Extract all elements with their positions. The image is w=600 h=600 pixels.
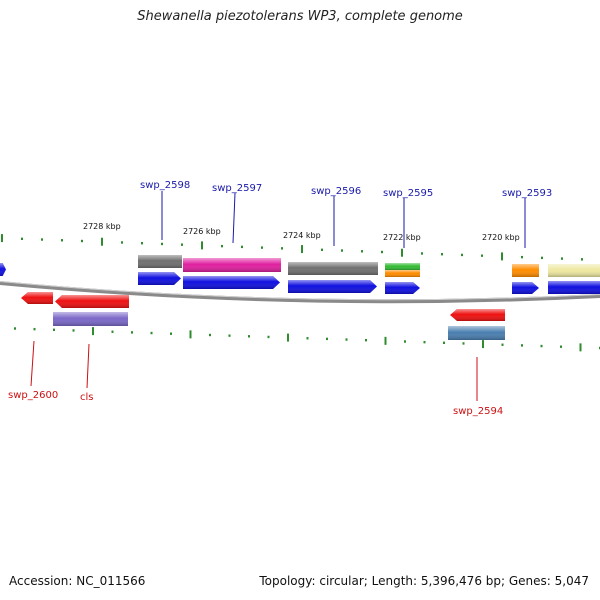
scale-ticks-reverse	[14, 327, 600, 352]
swp-2595-cds[interactable]	[385, 282, 420, 294]
gene-label-swp-2594[interactable]: swp_2594	[453, 406, 503, 417]
gene-label-swp-2596[interactable]: swp_2596	[311, 186, 361, 197]
scale-label-2722: 2722 kbp	[383, 233, 421, 242]
scale-label-2726: 2726 kbp	[183, 227, 221, 236]
gene-label-swp-2593[interactable]: swp_2593	[502, 188, 552, 199]
genome-backbone	[0, 281, 600, 304]
gene-label-swp-2598[interactable]: swp_2598	[140, 180, 190, 191]
swp-2593-gene[interactable]	[512, 264, 539, 277]
accession-text: Accession: NC_011566	[9, 574, 146, 588]
swp-2600-cds[interactable]	[21, 292, 53, 304]
swp-2594-gene[interactable]	[448, 326, 505, 340]
map-title: Shewanella piezotolerans WP3, complete g…	[137, 9, 463, 24]
swp-2598-gene[interactable]	[138, 255, 182, 268]
gene-label-cls[interactable]: cls	[80, 392, 94, 403]
genome-summary-text: Topology: circular; Length: 5,396,476 bp…	[259, 574, 589, 588]
scale-label-2720: 2720 kbp	[482, 233, 520, 242]
swp-2596-cds[interactable]	[288, 280, 377, 293]
scale-label-2724: 2724 kbp	[283, 231, 321, 240]
cls-cds[interactable]	[55, 295, 129, 308]
partial-cds-arrow[interactable]	[0, 263, 6, 276]
gene-label-swp-2595[interactable]: swp_2595	[383, 188, 433, 199]
swp-2598-cds[interactable]	[138, 272, 181, 285]
scale-ticks-forward	[1, 234, 583, 261]
scale-label-2728: 2728 kbp	[83, 222, 121, 231]
swp-2596-gene[interactable]	[288, 262, 378, 275]
cls-gene[interactable]	[53, 312, 128, 326]
next-cds-partial[interactable]	[548, 281, 600, 294]
swp-2594-cds[interactable]	[450, 309, 505, 321]
swp-2597-cds[interactable]	[183, 276, 280, 289]
gene-label-swp-2597[interactable]: swp_2597	[212, 183, 262, 194]
swp-2595-gene-orange[interactable]	[385, 270, 420, 277]
swp-2597-gene[interactable]	[183, 258, 281, 272]
next-gene-partial[interactable]	[548, 264, 600, 277]
swp-2595-gene-green[interactable]	[385, 263, 420, 270]
swp-2593-cds[interactable]	[512, 282, 539, 294]
gene-label-swp-2600[interactable]: swp_2600	[8, 390, 58, 401]
